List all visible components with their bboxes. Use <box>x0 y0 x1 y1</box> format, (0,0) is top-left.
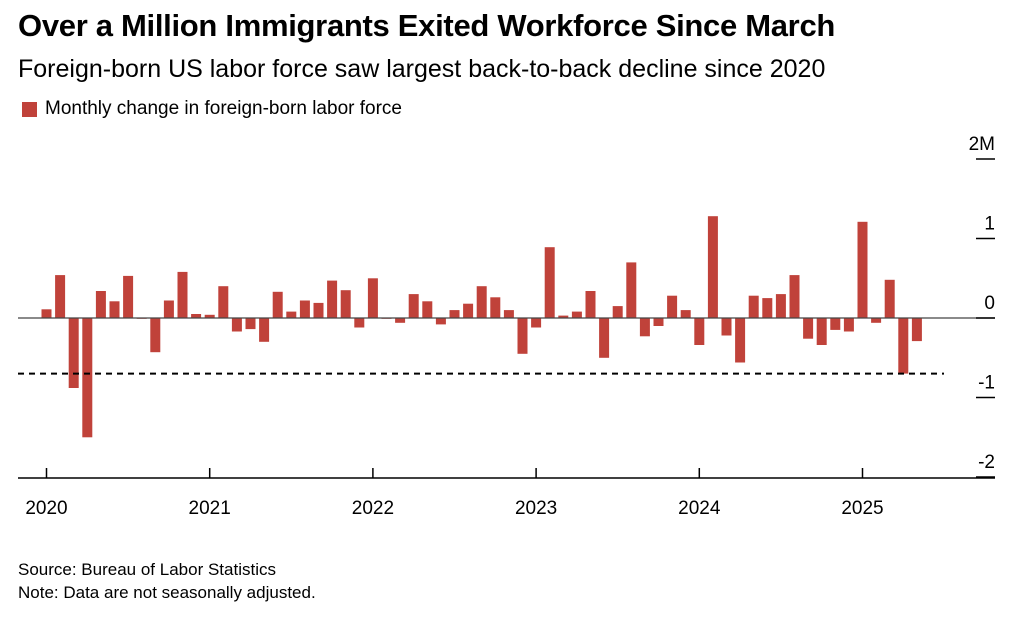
bar <box>789 275 800 318</box>
source-note: Source: Bureau of Labor Statistics <box>18 560 276 579</box>
bar <box>503 310 514 319</box>
bar <box>762 298 773 318</box>
bar <box>531 318 542 328</box>
bar <box>612 306 623 318</box>
bar <box>286 311 297 318</box>
bar <box>707 216 718 318</box>
y-tick-label: 1 <box>984 214 995 235</box>
bar <box>857 221 868 318</box>
bar <box>639 318 650 337</box>
bar <box>558 315 569 318</box>
chart-title: Over a Million Immigrants Exited Workfor… <box>18 8 836 43</box>
bar <box>653 318 664 326</box>
bar <box>41 309 52 318</box>
bar <box>626 262 637 318</box>
x-tick-label: 2023 <box>515 498 557 519</box>
bar <box>830 318 841 330</box>
legend-label: Monthly change in foreign-born labor for… <box>45 98 402 119</box>
bar <box>748 295 759 318</box>
bar <box>449 310 460 319</box>
bar <box>272 291 283 318</box>
bar <box>95 291 106 318</box>
bar <box>816 318 827 345</box>
bar <box>82 318 93 438</box>
bar <box>898 318 909 374</box>
bar <box>259 318 270 342</box>
bar <box>123 275 134 318</box>
bar <box>245 318 256 330</box>
bar <box>422 301 433 318</box>
bar <box>803 318 814 339</box>
x-tick-label: 2020 <box>25 498 67 519</box>
bar <box>585 291 596 318</box>
y-tick-label: -1 <box>978 373 995 394</box>
bar <box>55 275 66 318</box>
bar <box>667 295 678 318</box>
bar <box>775 294 786 318</box>
x-tick-label: 2022 <box>352 498 394 519</box>
x-tick-label: 2024 <box>678 498 721 519</box>
y-tick-label: 2M <box>969 134 995 155</box>
bar <box>150 318 161 353</box>
bar <box>408 294 419 318</box>
bar <box>299 300 310 318</box>
bar <box>843 318 854 332</box>
bar <box>490 297 501 318</box>
bar <box>163 300 174 318</box>
bar <box>204 314 215 318</box>
chart-subtitle: Foreign-born US labor force saw largest … <box>18 55 826 83</box>
bar <box>721 318 732 336</box>
bar <box>517 318 528 354</box>
bar <box>177 271 188 318</box>
bar <box>340 290 351 318</box>
bar <box>884 279 895 318</box>
bar <box>571 311 582 318</box>
bar <box>313 302 324 318</box>
data-note: Note: Data are not seasonally adjusted. <box>18 583 316 602</box>
y-tick-label: 0 <box>984 293 995 314</box>
bar <box>599 318 610 358</box>
bar <box>544 247 555 318</box>
bar <box>476 286 487 318</box>
x-tick-label: 2021 <box>189 498 231 519</box>
bar <box>435 318 446 325</box>
x-tick-label: 2025 <box>841 498 883 519</box>
bar <box>68 318 79 388</box>
bar <box>680 310 691 319</box>
bar <box>911 318 922 342</box>
bar <box>367 278 378 319</box>
bar <box>354 318 365 328</box>
bar <box>191 314 202 318</box>
bar <box>218 286 229 318</box>
bar <box>327 280 338 318</box>
bar <box>694 318 705 345</box>
y-tick-label: -2 <box>978 452 995 473</box>
bar <box>463 303 474 318</box>
bar <box>735 318 746 363</box>
legend-swatch <box>22 101 37 117</box>
bar <box>109 301 120 318</box>
bar <box>871 318 882 323</box>
bar <box>231 318 242 332</box>
legend: Monthly change in foreign-born labor for… <box>22 98 402 120</box>
bar <box>395 318 406 323</box>
